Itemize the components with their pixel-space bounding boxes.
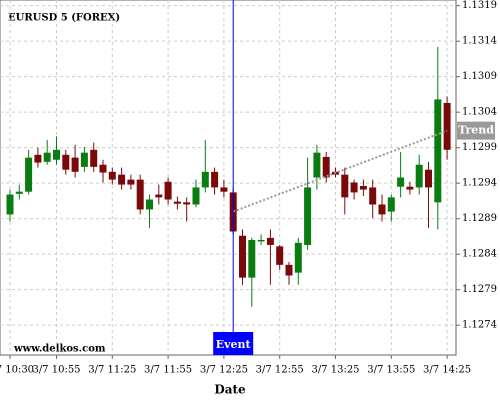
candle-body — [276, 246, 284, 265]
candle-body — [434, 99, 442, 203]
candle-body — [304, 187, 312, 245]
y-tick-label: 1.1319 — [462, 0, 497, 11]
x-tick-label: 3/7 13:25 — [311, 365, 359, 376]
candle-body — [118, 174, 126, 185]
x-tick-label: 3/7 10:55 — [32, 365, 80, 376]
x-tick-label: 3/7 12:25 — [200, 365, 248, 376]
candle-body — [406, 186, 414, 190]
y-tick-label: 1.1309 — [462, 71, 497, 82]
x-tick-label: 3/7 12:55 — [256, 365, 304, 376]
candle-body — [369, 187, 377, 205]
candle-body — [350, 182, 358, 193]
candle-body — [62, 154, 70, 170]
candle-body — [201, 171, 209, 188]
candle-body — [136, 179, 144, 210]
plot-area — [0, 0, 457, 356]
candle-body — [71, 157, 79, 172]
x-tick-label: 3/7 11:25 — [88, 365, 136, 376]
candle-body — [25, 157, 33, 192]
x-tick-label: 3/7 13:55 — [367, 365, 415, 376]
candle-body — [80, 152, 88, 167]
y-tick-label: 1.1289 — [462, 213, 497, 224]
x-tick-label: 3/7 10:30 — [0, 365, 34, 376]
y-tick-label: 1.1314 — [462, 36, 497, 47]
x-axis-label: Date — [214, 383, 246, 397]
candle-body — [15, 191, 23, 194]
candle-body — [6, 194, 14, 215]
candle-body — [155, 194, 163, 198]
event-label: Event — [216, 338, 252, 351]
y-tick-label: 1.1304 — [462, 107, 497, 118]
candle-body — [53, 149, 60, 160]
candle-body — [285, 264, 293, 276]
candle-body — [99, 164, 107, 173]
trend-label-box — [457, 121, 495, 140]
candle-body — [257, 239, 265, 242]
candle-body — [322, 156, 330, 178]
candle-body — [146, 199, 153, 210]
candle-body — [90, 149, 98, 167]
x-tick-label: 3/7 11:55 — [144, 365, 192, 376]
candle-body — [387, 197, 395, 212]
candle-body — [397, 177, 405, 187]
candle-body — [211, 171, 219, 188]
trend-label: Trend — [458, 124, 494, 137]
candle-body — [425, 169, 432, 188]
y-tick-label: 1.1284 — [462, 249, 497, 260]
candle-body — [127, 179, 135, 185]
candle-body — [266, 237, 274, 245]
candle-body — [359, 186, 367, 190]
candle-body — [173, 201, 181, 204]
candle-body — [313, 152, 321, 178]
candle-body — [294, 242, 302, 273]
candle-body — [164, 181, 172, 200]
candle-body — [415, 164, 423, 188]
y-tick-label: 1.1274 — [462, 320, 497, 331]
watermark: www.delkos.com — [13, 344, 106, 355]
candle-body — [378, 204, 386, 215]
candle-body — [443, 102, 451, 150]
candle-body — [248, 239, 256, 278]
event-label-box — [213, 332, 254, 355]
candle-body — [108, 171, 116, 180]
candle-body — [34, 154, 42, 163]
x-tick-label: 3/7 14:25 — [423, 365, 471, 376]
candle-body — [43, 152, 51, 162]
candle-body — [239, 235, 246, 278]
y-tick-label: 1.1299 — [462, 142, 497, 153]
candle-body — [341, 174, 349, 198]
y-tick-label: 1.1294 — [462, 178, 497, 189]
candle-body — [220, 187, 228, 192]
candle-body — [183, 202, 191, 205]
chart-title: EURUSD 5 (FOREX) — [8, 13, 120, 24]
candle-body — [192, 187, 200, 205]
y-tick-label: 1.1279 — [462, 284, 497, 295]
